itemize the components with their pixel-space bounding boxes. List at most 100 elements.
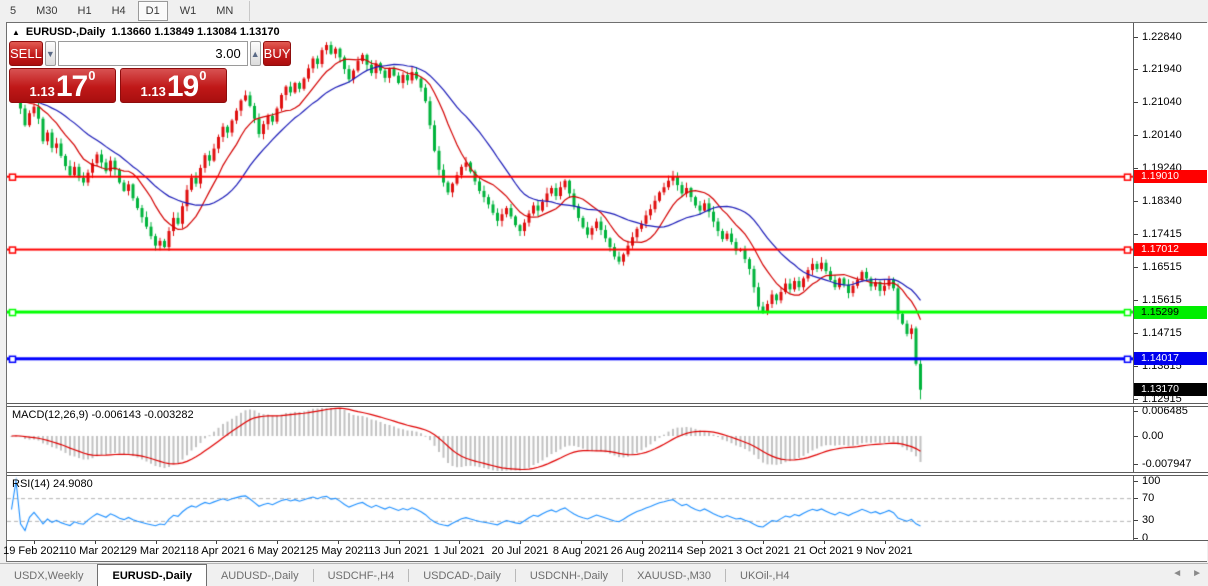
- chart-tab-usdx-weekly[interactable]: USDX,Weekly: [14, 569, 84, 582]
- date-axis-label: 19 Feb 2021: [3, 545, 65, 557]
- date-axis-tick: [580, 541, 582, 544]
- price-axis-tick: [1134, 365, 1138, 367]
- date-axis-tick: [459, 541, 461, 544]
- date-axis-label: 29 Mar 2021: [124, 545, 187, 557]
- chart-tab-audusd-daily[interactable]: AUDUSD-,Daily: [220, 569, 299, 582]
- price-axis-tick: [1134, 102, 1138, 104]
- price-chart-canvas[interactable]: [7, 23, 1133, 540]
- buy-price-prefix: 1.13: [140, 84, 166, 99]
- chart-tab-xauusd-m30[interactable]: XAUUSD-,M30: [637, 569, 712, 582]
- macd-axis-label: 0.00: [1142, 429, 1164, 442]
- volume-decrease-button[interactable]: ▼: [44, 41, 56, 66]
- date-axis-label: 3 Oct 2021: [736, 545, 790, 557]
- price-axis-tick: [1134, 167, 1138, 169]
- price-axis-tick: [1134, 267, 1138, 269]
- macd-indicator-label: MACD(12,26,9) -0.006143 -0.003282: [12, 409, 194, 421]
- date-axis-tick: [216, 541, 218, 544]
- date-axis-label: 25 May 2021: [305, 545, 370, 557]
- current-price-tag: 1.13170: [1134, 383, 1207, 397]
- chart-tab-usdchf-h4[interactable]: USDCHF-,H4: [327, 569, 395, 582]
- sell-price-panel[interactable]: 1.13 17 0: [9, 68, 116, 103]
- chart-symbol-label: EURUSD-,Daily: [25, 26, 106, 38]
- tab-separator: [408, 569, 410, 582]
- timeframe-button-h1[interactable]: H1: [77, 5, 92, 17]
- timeframe-button-h4[interactable]: H4: [111, 5, 126, 17]
- date-axis-label: 18 Apr 2021: [186, 545, 246, 557]
- tab-separator: [312, 569, 314, 582]
- rsi-pane-divider[interactable]: [7, 472, 1208, 476]
- date-axis-tick: [337, 541, 339, 544]
- price-axis-tick: [1134, 398, 1138, 400]
- timeframe-button-d1[interactable]: D1: [137, 1, 168, 21]
- rsi-axis-label: 70: [1142, 491, 1155, 504]
- timeframe-toolbar: 5 M30 H1 H4 D1 W1 MN: [0, 0, 1208, 22]
- hline-price-tag-0: 1.19010: [1134, 170, 1207, 184]
- rsi-indicator-label: RSI(14) 24.9080: [12, 478, 93, 490]
- price-axis-tick: [1134, 36, 1138, 38]
- price-axis-label: 1.21040: [1142, 96, 1182, 109]
- price-axis-tick: [1134, 69, 1138, 71]
- chart-header: ▲ EURUSD-,Daily 1.13660 1.13849 1.13084 …: [12, 26, 280, 38]
- rsi-axis-label: 100: [1142, 474, 1161, 487]
- price-axis-tick: [1134, 134, 1138, 136]
- timeframe-button-m30[interactable]: M30: [36, 5, 58, 17]
- date-axis-label: 14 Sep 2021: [671, 545, 734, 557]
- rsi-axis-tick: [1134, 537, 1138, 539]
- date-axis-tick: [34, 541, 35, 544]
- price-axis-label: 1.17415: [1142, 228, 1182, 241]
- collapse-trade-panel-icon[interactable]: ▲: [12, 27, 20, 37]
- timeframe-button-5[interactable]: 5: [10, 5, 17, 17]
- price-axis-border: [1133, 23, 1134, 540]
- one-click-trading-widget: SELL ▼ ▲ BUY 1.13 17 0 1.13 19 0: [9, 41, 292, 103]
- price-axis-label: 1.16515: [1142, 261, 1182, 274]
- timeframe-button-mn[interactable]: MN: [216, 5, 234, 17]
- date-axis-tick: [520, 541, 521, 544]
- price-axis-label: 1.22840: [1142, 30, 1182, 43]
- date-axis-tick: [702, 541, 704, 544]
- date-axis-tick: [884, 541, 886, 544]
- tab-separator: [514, 569, 516, 582]
- toolbar-separator: [249, 1, 251, 21]
- date-axis-tick: [823, 541, 825, 544]
- tab-scroll-left-icon[interactable]: ◄: [1172, 568, 1183, 579]
- rsi-axis-tick: [1134, 497, 1138, 499]
- rsi-axis-tick: [1134, 480, 1138, 482]
- macd-axis-tick: [1134, 463, 1138, 465]
- sell-button[interactable]: SELL: [9, 41, 43, 66]
- buy-button[interactable]: BUY: [262, 41, 292, 66]
- chart-tab-usdcnh-daily[interactable]: USDCNH-,Daily: [529, 569, 609, 582]
- buy-price-pipette: 0: [199, 68, 207, 83]
- price-axis-tick: [1134, 300, 1138, 302]
- date-axis-label: 6 May 2021: [248, 545, 306, 557]
- date-axis-label: 20 Jul 2021: [491, 545, 549, 557]
- rsi-pane-bottom-border: [7, 540, 1208, 541]
- tab-scroll-right-icon[interactable]: ►: [1192, 568, 1202, 579]
- date-axis-label: 10 Mar 2021: [63, 545, 126, 557]
- date-axis-tick: [641, 541, 643, 544]
- volume-increase-button[interactable]: ▲: [249, 41, 261, 66]
- date-axis-tick: [277, 541, 278, 544]
- price-axis-label: 1.14715: [1142, 326, 1182, 339]
- date-axis-tick: [155, 541, 157, 544]
- chart-tab-usdcad-daily[interactable]: USDCAD-,Daily: [423, 569, 501, 582]
- price-axis-label: 1.20140: [1142, 128, 1182, 141]
- price-axis-label: 1.21940: [1142, 63, 1182, 76]
- volume-input[interactable]: [57, 41, 248, 66]
- chart-tab-ukoil-h4[interactable]: UKOil-,H4: [740, 569, 790, 582]
- timeframe-button-w1[interactable]: W1: [179, 5, 197, 17]
- macd-pane-divider[interactable]: [7, 403, 1208, 407]
- date-axis-tick: [763, 541, 764, 544]
- price-axis-tick: [1134, 234, 1138, 236]
- hline-price-tag-1: 1.17012: [1134, 243, 1207, 257]
- sell-price-pipette: 0: [88, 68, 96, 83]
- rsi-axis-label: 30: [1142, 514, 1155, 527]
- price-axis-tick: [1134, 332, 1138, 334]
- sell-price-prefix: 1.13: [29, 84, 55, 99]
- buy-price-panel[interactable]: 1.13 19 0: [120, 68, 227, 103]
- chart-tab-eurusd-daily[interactable]: EURUSD-,Daily: [97, 564, 207, 586]
- date-axis-label: 21 Oct 2021: [793, 545, 854, 557]
- macd-axis-tick: [1134, 410, 1138, 412]
- date-axis-label: 8 Aug 2021: [552, 545, 609, 557]
- date-axis-label: 9 Nov 2021: [856, 545, 913, 557]
